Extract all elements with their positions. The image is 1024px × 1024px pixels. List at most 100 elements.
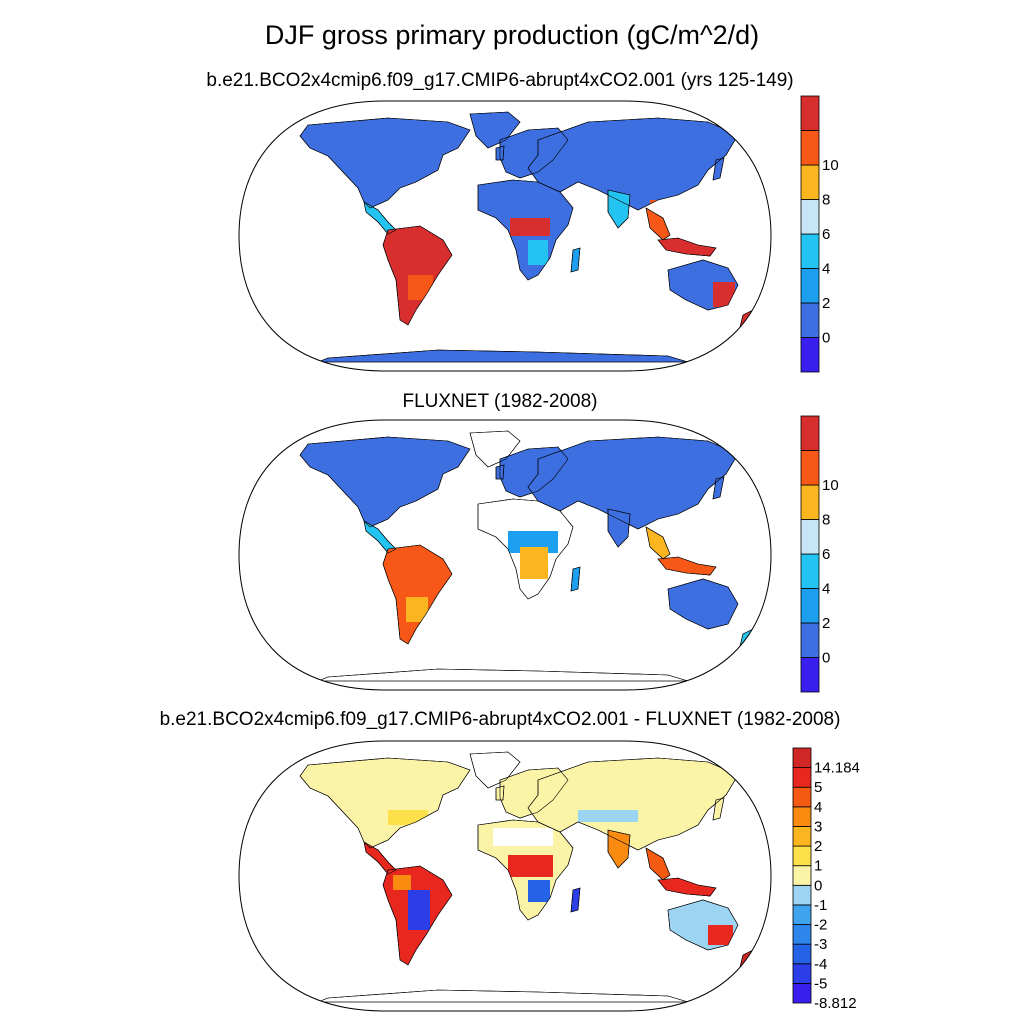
value-patch: [713, 282, 735, 307]
northAmerica-land: [299, 436, 471, 528]
panel-model-title: b.e21.BCO2x4cmip6.f09_g17.CMIP6-abrupt4x…: [206, 70, 794, 91]
colorbar-swatch: [800, 622, 820, 658]
colorbar-swatch: [800, 484, 820, 520]
colorbar-swatch: [800, 519, 820, 555]
colorbar-swatch: [800, 199, 820, 235]
map-frame: [238, 100, 772, 372]
colorbar-swatch: [800, 268, 820, 304]
value-patch: [388, 810, 428, 825]
coastline: [570, 247, 581, 273]
coastline: [495, 145, 505, 161]
coastline: [570, 566, 581, 592]
coastline: [667, 259, 739, 311]
colorbar-swatch: [792, 806, 812, 827]
colorbar-swatch: [800, 130, 820, 166]
indonesia-land: [657, 877, 717, 897]
map-frame: [238, 740, 772, 1012]
value-patch: [408, 275, 433, 300]
colorbar-swatch: [792, 826, 812, 847]
colorbar-label: 0: [822, 330, 830, 347]
colorbar-swatch: [792, 943, 812, 965]
colorbar-label: 3: [814, 818, 822, 835]
coastline: [299, 436, 471, 528]
india-land: [607, 508, 631, 548]
coastline: [712, 797, 725, 821]
colorbar-swatch: [792, 963, 812, 984]
difference-colorbar: -8.812 -5 -4 -3 -2 -1 0 1 2 3 4 5 14.184: [792, 747, 860, 1012]
colorbar-swatch: [800, 95, 820, 131]
northAmerica-land: [299, 117, 471, 209]
coastline: [499, 127, 569, 179]
colorbar-label: 14.184: [814, 760, 860, 777]
colorbar-label: 0: [814, 877, 822, 894]
colorbar-label: 2: [822, 615, 830, 632]
coastline: [317, 668, 689, 682]
india-land: [607, 829, 631, 869]
colorbar-swatch: [792, 884, 812, 906]
coastline: [527, 436, 739, 530]
coastline: [469, 111, 521, 149]
coastline: [607, 829, 631, 869]
coastline: [712, 157, 725, 181]
value-patch: [538, 514, 568, 526]
coastline: [363, 841, 397, 875]
colorbar-swatch: [792, 904, 812, 925]
coastline: [317, 989, 689, 1003]
colorbar-label: 8: [822, 192, 830, 209]
colorbar-swatch: [792, 845, 812, 867]
colorbar-label: 2: [822, 295, 830, 312]
value-patch: [508, 855, 553, 877]
value-patch: [408, 890, 430, 930]
colorbar-label: 6: [822, 226, 830, 243]
coastline: [299, 757, 471, 849]
value-patch: [403, 300, 417, 320]
colorbar-swatch: [792, 786, 812, 808]
figure-title: DJF gross primary production (gC/m^2/d): [264, 20, 760, 50]
coastline: [657, 237, 717, 257]
colorbar-swatch: [800, 657, 820, 693]
coastline: [363, 520, 397, 554]
northAmerica-land: [299, 757, 471, 849]
value-patch: [528, 240, 548, 265]
coastline: [645, 207, 671, 241]
colorbar-label: -5: [814, 975, 827, 992]
coastline: [645, 847, 671, 881]
colorbar-label: 4: [814, 799, 822, 816]
coastline: [382, 225, 453, 326]
colorbar-label: 10: [822, 477, 839, 494]
colorbar-swatch: [792, 982, 812, 1004]
coastline: [499, 767, 569, 819]
colorbar-swatch: [792, 767, 812, 788]
colorbar-swatch: [792, 747, 812, 769]
value-patch: [493, 828, 553, 846]
colorbar-swatch: [792, 865, 812, 886]
panel-fluxnet-title: FLUXNET (1982-2008): [402, 391, 598, 412]
value-patch: [520, 547, 548, 579]
coastline: [382, 544, 453, 645]
coastline: [712, 476, 725, 500]
colorbar-swatch: [800, 553, 820, 589]
colorbar-label: 8: [822, 512, 830, 529]
colorbar-swatch: [800, 337, 820, 373]
coastline: [299, 117, 471, 209]
coastline: [499, 446, 569, 498]
value-patch: [528, 880, 550, 902]
coastline: [363, 201, 397, 235]
colorbar-label: 4: [822, 581, 830, 598]
colorbar-swatch: [800, 302, 820, 338]
southAmerica-land: [382, 544, 453, 645]
colorbar-label: -1: [814, 897, 827, 914]
fluxnet-gpp-map: [238, 419, 772, 691]
coastline: [570, 887, 581, 913]
colorbar-label: 0: [822, 650, 830, 667]
model-colorbar: 0 2 4 6 8 10: [800, 95, 839, 373]
coastline: [495, 785, 505, 801]
coastline: [657, 556, 717, 576]
value-patch: [510, 218, 550, 236]
colorbar-label: 4: [822, 261, 830, 278]
coastline: [527, 757, 739, 851]
coastline: [527, 117, 739, 211]
india-land: [607, 189, 631, 229]
colorbar-label: 1: [814, 858, 822, 875]
value-patch: [406, 597, 428, 622]
